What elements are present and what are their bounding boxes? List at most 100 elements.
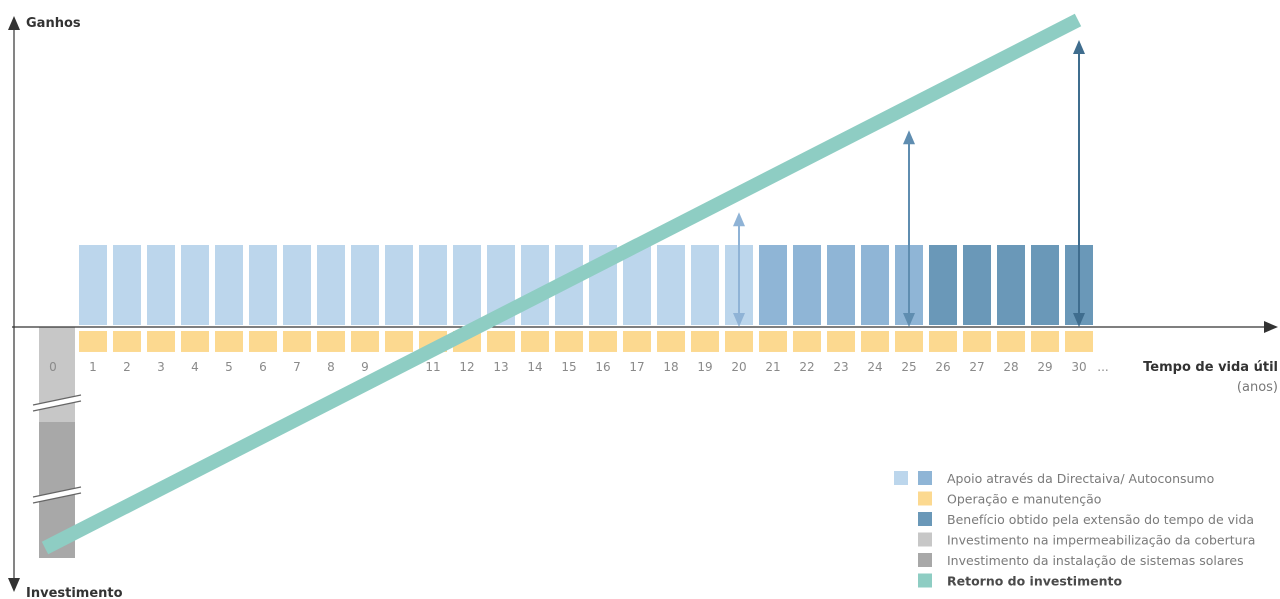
x-tick-12: 12 (459, 360, 474, 374)
x-tick-21: 21 (765, 360, 780, 374)
x-tick-18: 18 (663, 360, 678, 374)
om-bar-year-27 (963, 331, 991, 352)
gain-bar-year-4 (181, 245, 209, 325)
x-tick-22: 22 (799, 360, 814, 374)
investment-layer (32, 327, 82, 558)
om-bar-year-21 (759, 331, 787, 352)
gain-bar-year-17 (623, 245, 651, 325)
gain-bar-year-26 (929, 245, 957, 325)
om-bar-year-16 (589, 331, 617, 352)
gain-arrow-head-down-year-25 (903, 313, 915, 327)
x-tick-7: 7 (293, 360, 301, 374)
gain-bar-year-1 (79, 245, 107, 325)
scale-break-line-a-1 (32, 486, 82, 498)
om-bar-year-2 (113, 331, 141, 352)
x-tick-23: 23 (833, 360, 848, 374)
om-bar-year-13 (487, 331, 515, 352)
x-tick-0: 0 (49, 360, 57, 374)
x-tick-16: 16 (595, 360, 610, 374)
gain-bar-year-29 (1031, 245, 1059, 325)
gain-bar-year-12 (453, 245, 481, 325)
scale-break-gap-0 (32, 395, 82, 411)
gain-arrow-head-down-year-20 (733, 313, 745, 327)
om-bar-year-6 (249, 331, 277, 352)
x-axis-unit: (anos) (1237, 380, 1278, 395)
legend-label-3: Investimento na impermeabilização da cob… (947, 533, 1255, 548)
x-tick-2: 2 (123, 360, 131, 374)
om-bar-year-10 (385, 331, 413, 352)
x-tick-labels: 0123456789101112131415161718192021222324… (49, 360, 1109, 374)
om-bar-year-22 (793, 331, 821, 352)
gain-bar-year-22 (793, 245, 821, 325)
om-bar-year-17 (623, 331, 651, 352)
om-bar-year-28 (997, 331, 1025, 352)
gain-arrows-layer (733, 40, 1085, 327)
gain-bar-year-8 (317, 245, 345, 325)
scale-break-line-b-0 (32, 400, 82, 412)
om-bar-year-18 (657, 331, 685, 352)
gain-bar-year-6 (249, 245, 277, 325)
x-tick-3: 3 (157, 360, 165, 374)
x-tick-9: 9 (361, 360, 369, 374)
om-bar-year-19 (691, 331, 719, 352)
om-bar-year-15 (555, 331, 583, 352)
om-bar-year-5 (215, 331, 243, 352)
om-bar-year-25 (895, 331, 923, 352)
gain-arrow-head-down-year-30 (1073, 313, 1085, 327)
x-axis-arrow (1264, 321, 1278, 333)
x-tick-4: 4 (191, 360, 199, 374)
om-bar-year-30 (1065, 331, 1093, 352)
om-bar-year-23 (827, 331, 855, 352)
om-bar-year-7 (283, 331, 311, 352)
legend: Apoio através da Directaiva/ Autoconsumo… (894, 471, 1255, 589)
gain-bar-year-19 (691, 245, 719, 325)
x-tick-29: 29 (1037, 360, 1052, 374)
gain-arrow-head-up-year-25 (903, 130, 915, 145)
om-bar-year-1 (79, 331, 107, 352)
legend-swatch-1-0 (918, 491, 932, 506)
x-tick-14: 14 (527, 360, 542, 374)
x-tick-11: 11 (425, 360, 440, 374)
legend-label-0: Apoio através da Directaiva/ Autoconsumo (947, 471, 1214, 486)
x-tick-27: 27 (969, 360, 984, 374)
legend-swatch-0-0 (894, 471, 908, 485)
om-bar-year-9 (351, 331, 379, 352)
x-tick-ellipsis: ... (1097, 360, 1108, 374)
om-bar-year-14 (521, 331, 549, 352)
gain-bar-year-9 (351, 245, 379, 325)
om-bar-year-8 (317, 331, 345, 352)
x-tick-30: 30 (1071, 360, 1086, 374)
scale-break-line-b-1 (32, 492, 82, 504)
legend-swatch-0-1 (918, 471, 932, 485)
legend-swatch-3-0 (918, 532, 932, 547)
gain-bar-year-3 (147, 245, 175, 325)
legend-swatch-2-0 (918, 512, 932, 526)
gain-bar-year-5 (215, 245, 243, 325)
x-axis-label: Tempo de vida útil (1143, 360, 1278, 375)
gain-bar-year-11 (419, 245, 447, 325)
x-tick-19: 19 (697, 360, 712, 374)
gain-bar-year-2 (113, 245, 141, 325)
return-layer (41, 13, 1082, 555)
legend-swatch-4-0 (918, 553, 932, 567)
axes-layer (8, 16, 1278, 592)
om-bar-year-20 (725, 331, 753, 352)
x-tick-1: 1 (89, 360, 97, 374)
gain-bar-year-21 (759, 245, 787, 325)
bars-layer (79, 245, 1093, 352)
x-tick-15: 15 (561, 360, 576, 374)
gain-arrow-head-up-year-20 (733, 212, 745, 227)
gain-bar-year-27 (963, 245, 991, 325)
x-tick-24: 24 (867, 360, 882, 374)
gain-bar-year-28 (997, 245, 1025, 325)
y-axis-arrow-down (8, 578, 20, 592)
x-tick-20: 20 (731, 360, 746, 374)
y-axis-arrow-up (8, 16, 20, 30)
om-bar-year-3 (147, 331, 175, 352)
x-tick-8: 8 (327, 360, 335, 374)
om-bar-year-26 (929, 331, 957, 352)
om-bar-year-24 (861, 331, 889, 352)
x-tick-6: 6 (259, 360, 267, 374)
return-on-investment-line (41, 13, 1082, 555)
